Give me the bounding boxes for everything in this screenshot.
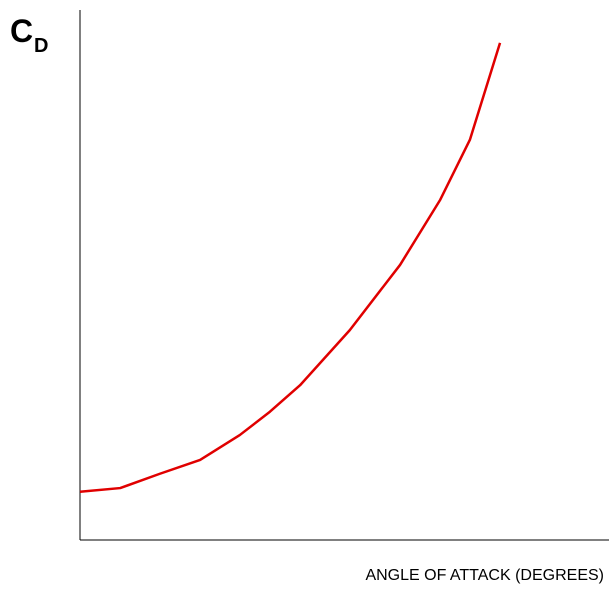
y-axis-label-subscript: D xyxy=(34,35,48,57)
line xyxy=(79,42,502,494)
x-axis-label: ANGLE OF ATTACK (DEGREES) xyxy=(365,567,604,584)
y-axis-label: C xyxy=(10,13,33,49)
